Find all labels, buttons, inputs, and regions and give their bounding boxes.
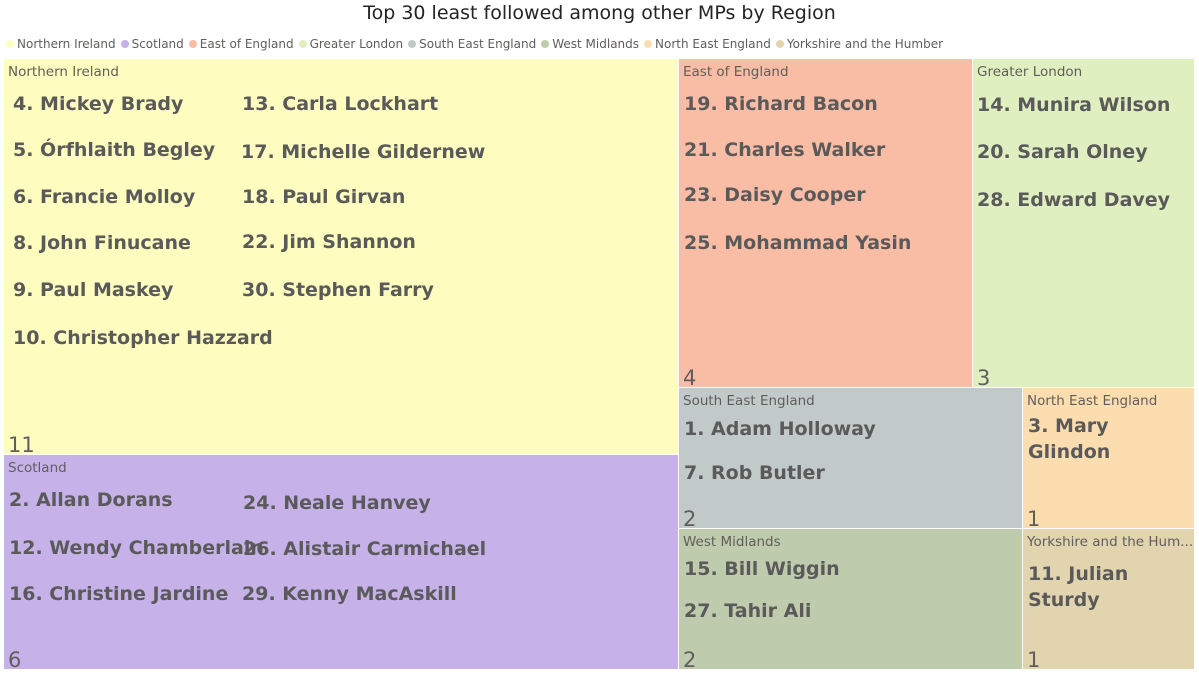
tile-region-label: South East England: [683, 393, 815, 409]
member-label: 30. Stephen Farry: [242, 279, 434, 301]
member-label: 11. Julian Sturdy: [1028, 563, 1129, 611]
tile-region-label: Northern Ireland: [8, 64, 119, 80]
member-label: 5. Órfhlaith Begley: [13, 139, 216, 161]
legend-item-greater-london[interactable]: Greater London: [298, 37, 404, 51]
member-label: 13. Carla Lockhart: [242, 93, 439, 115]
legend-label: South East England: [419, 37, 537, 51]
legend-item-west-midlands[interactable]: West Midlands: [541, 37, 639, 51]
member-label: 2. Allan Dorans: [9, 489, 173, 511]
legend-dot: [775, 40, 784, 48]
tile-count: 6: [8, 648, 22, 669]
member-label: 29. Kenny MacAskill: [242, 583, 457, 605]
tile-north-east-england[interactable]: North East England 3. Mary Glindon 1: [1023, 388, 1194, 528]
legend-label: Greater London: [309, 37, 404, 51]
member-label: 28. Edward Davey: [977, 189, 1171, 211]
tile-count: 4: [683, 366, 697, 387]
tile-greater-london[interactable]: Greater London 14. Munira Wilson 20. Sarah…: [973, 59, 1194, 387]
tile-northern-ireland[interactable]: Northern Ireland 4. Mickey Brady 5. Órfhla…: [4, 59, 678, 454]
member-label: 24. Neale Hanvey: [243, 492, 431, 514]
tile-count: 2: [683, 507, 697, 528]
member-label: 27. Tahir Ali: [684, 600, 812, 622]
tile-region-label: Yorkshire and the Hum...: [1027, 534, 1194, 550]
legend: Northern Ireland Scotland East of England G…: [6, 37, 948, 51]
member-label: 18. Paul Girvan: [242, 186, 406, 208]
tile-west-midlands[interactable]: West Midlands 15. Bill Wiggin 27. Tahir Al…: [679, 529, 1022, 669]
tile-region-label: North East England: [1027, 393, 1158, 409]
chart-title: Top 30 least followed among other MPs by…: [363, 2, 836, 24]
tile-region-label: West Midlands: [683, 534, 781, 550]
tile-count: 1: [1027, 648, 1041, 669]
member-label: 7. Rob Butler: [684, 462, 825, 484]
member-label: 26. Alistair Carmichael: [243, 538, 487, 560]
tile-count: 3: [977, 366, 991, 387]
member-label: 9. Paul Maskey: [13, 279, 174, 301]
legend-dot: [644, 40, 653, 48]
legend-label: East of England: [199, 37, 294, 51]
member-label: 14. Munira Wilson: [977, 94, 1171, 116]
member-label: 16. Christine Jardine: [9, 583, 229, 605]
legend-dot: [6, 40, 14, 48]
member-label: 15. Bill Wiggin: [684, 558, 840, 580]
legend-item-yorkshire-and-the-humber[interactable]: Yorkshire and the Humber: [775, 37, 944, 51]
tile-count: 1: [1027, 507, 1041, 528]
member-label: 8. John Finucane: [13, 232, 191, 254]
legend-item-north-east-england[interactable]: North East England: [644, 37, 771, 51]
legend-dot: [188, 40, 197, 48]
tile-scotland[interactable]: Scotland 2. Allan Dorans 12. Wendy Chamber…: [4, 455, 678, 669]
legend-dot: [298, 40, 307, 48]
member-label: 3. Mary Glindon: [1028, 415, 1111, 463]
tile-count: 2: [683, 648, 697, 669]
legend-label: Yorkshire and the Humber: [786, 37, 944, 51]
member-label: 19. Richard Bacon: [684, 93, 878, 115]
member-label: 22. Jim Shannon: [242, 231, 416, 253]
member-label: 12. Wendy Chamberlain: [9, 537, 264, 559]
tile-south-east-england[interactable]: South East England 1. Adam Holloway 7. Rob…: [679, 388, 1022, 528]
member-label: 10. Christopher Hazzard: [13, 327, 273, 349]
legend-dot: [120, 40, 129, 48]
tile-yorkshire-and-the-humber[interactable]: Yorkshire and the Hum... 11. Julian Sturd…: [1023, 529, 1194, 669]
legend-label: Northern Ireland: [17, 37, 116, 51]
member-label: 23. Daisy Cooper: [684, 184, 866, 206]
legend-item-scotland[interactable]: Scotland: [120, 37, 184, 51]
tile-region-label: East of England: [683, 64, 789, 80]
legend-dot: [541, 40, 550, 48]
member-label: 20. Sarah Olney: [977, 141, 1148, 163]
legend-item-east-of-england[interactable]: East of England: [188, 37, 294, 51]
member-label: 21. Charles Walker: [684, 139, 886, 161]
tile-region-label: Greater London: [977, 64, 1083, 80]
member-label: 25. Mohammad Yasin: [684, 232, 912, 254]
member-label: 6. Francie Molloy: [13, 186, 196, 208]
legend-item-south-east-england[interactable]: South East England: [408, 37, 536, 51]
legend-item-northern-ireland[interactable]: Northern Ireland: [6, 37, 116, 51]
member-label: 17. Michelle Gildernew: [241, 141, 486, 163]
member-label: 1. Adam Holloway: [684, 418, 876, 440]
legend-label: North East England: [655, 37, 771, 51]
legend-dot: [408, 40, 417, 48]
tile-region-label: Scotland: [8, 460, 67, 476]
legend-label: Scotland: [131, 37, 184, 51]
member-label: 4. Mickey Brady: [13, 93, 184, 115]
tile-east-of-england[interactable]: East of England 19. Richard Bacon 21. Char…: [679, 59, 972, 387]
tile-count: 11: [8, 433, 35, 454]
legend-label: West Midlands: [552, 37, 640, 51]
